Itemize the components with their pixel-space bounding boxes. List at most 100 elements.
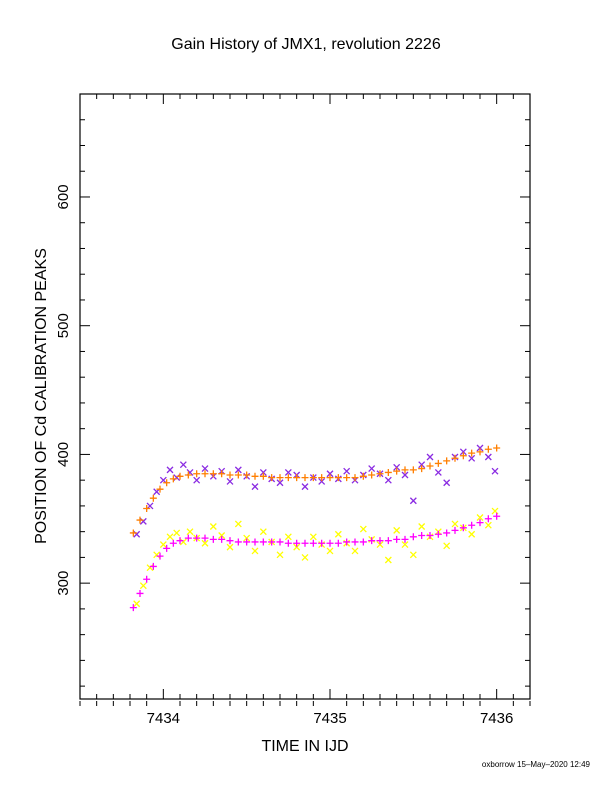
data-point xyxy=(163,544,171,552)
data-point xyxy=(276,551,284,559)
data-point xyxy=(284,468,292,476)
data-point xyxy=(493,444,501,452)
data-point xyxy=(476,448,484,456)
data-point xyxy=(434,530,442,538)
data-point xyxy=(418,532,426,540)
data-point xyxy=(259,538,267,546)
data-point xyxy=(251,547,259,555)
data-point xyxy=(251,538,259,546)
data-point xyxy=(351,474,359,482)
data-point xyxy=(284,474,292,482)
data-point xyxy=(259,472,267,480)
data-point xyxy=(476,514,484,521)
data-point xyxy=(218,470,226,478)
data-point xyxy=(129,604,137,612)
data-point xyxy=(318,539,326,547)
data-point xyxy=(133,530,141,538)
data-point xyxy=(491,467,499,475)
x-tick-label: 7434 xyxy=(147,710,180,727)
data-point xyxy=(136,516,144,524)
data-point xyxy=(243,538,251,546)
data-point xyxy=(201,465,209,473)
data-point xyxy=(451,454,459,462)
data-point xyxy=(393,467,401,475)
data-point xyxy=(129,529,137,537)
data-point xyxy=(334,530,342,538)
data-point xyxy=(169,475,177,483)
data-point xyxy=(284,533,292,541)
data-point xyxy=(326,547,334,555)
data-point xyxy=(201,534,209,542)
x-tick-label: 7435 xyxy=(313,710,346,727)
data-point xyxy=(384,556,392,564)
data-point xyxy=(334,474,342,482)
data-point xyxy=(334,539,342,547)
axis-tick-labels: 7434 7435 7436 300 400 500 600 xyxy=(55,184,513,727)
data-point xyxy=(418,523,426,530)
data-point xyxy=(234,471,242,479)
data-point xyxy=(426,453,434,461)
data-point xyxy=(139,582,147,590)
data-point xyxy=(276,479,284,487)
data-point xyxy=(318,474,326,482)
data-point xyxy=(166,466,174,474)
data-point xyxy=(484,515,492,523)
data-point xyxy=(401,466,409,474)
data-point xyxy=(326,474,334,482)
data-point xyxy=(293,543,301,551)
x-axis-label: TIME IN IJD xyxy=(261,738,349,755)
data-point xyxy=(143,575,151,583)
data-point xyxy=(426,462,434,470)
data-point xyxy=(359,472,367,480)
data-point xyxy=(149,562,157,570)
data-point xyxy=(326,539,334,547)
data-point xyxy=(443,529,451,537)
data-point xyxy=(393,463,401,471)
data-point xyxy=(459,452,467,460)
data-point xyxy=(179,538,187,546)
data-point xyxy=(468,449,476,457)
data-point xyxy=(409,551,417,559)
data-point xyxy=(149,494,157,502)
data-point xyxy=(234,466,242,474)
data-point xyxy=(359,538,367,546)
data-point xyxy=(209,535,217,543)
data-point xyxy=(226,537,234,545)
data-point xyxy=(309,474,317,482)
data-point xyxy=(401,535,409,543)
data-point xyxy=(384,537,392,545)
data-point xyxy=(284,539,292,547)
data-point xyxy=(251,483,259,491)
data-point xyxy=(451,526,459,534)
data-point xyxy=(218,532,226,539)
data-point xyxy=(309,533,317,541)
data-point xyxy=(443,479,451,487)
data-point xyxy=(276,538,284,546)
data-point xyxy=(484,521,492,529)
chart-title: Gain History of JMX1, revolution 2226 xyxy=(171,36,441,53)
data-point xyxy=(459,448,467,456)
data-point xyxy=(326,470,334,478)
data-point xyxy=(426,532,434,540)
data-point xyxy=(468,454,476,462)
data-point xyxy=(484,453,492,461)
data-point xyxy=(268,474,276,482)
data-point xyxy=(368,537,376,545)
data-point xyxy=(173,474,181,482)
data-point xyxy=(176,472,184,480)
data-point xyxy=(459,524,467,532)
plot-frame xyxy=(79,93,531,700)
data-point xyxy=(169,539,177,547)
data-point xyxy=(259,528,267,536)
data-point xyxy=(409,497,417,505)
data-marks xyxy=(129,444,501,612)
series-2 xyxy=(133,507,499,608)
data-point xyxy=(301,474,309,482)
data-point xyxy=(343,538,351,546)
footer-stamp: oxborrow 15–May–2020 12:49 xyxy=(481,760,590,769)
data-point xyxy=(218,535,226,543)
series-3 xyxy=(129,512,501,612)
data-point xyxy=(409,533,417,541)
data-point xyxy=(376,537,384,545)
